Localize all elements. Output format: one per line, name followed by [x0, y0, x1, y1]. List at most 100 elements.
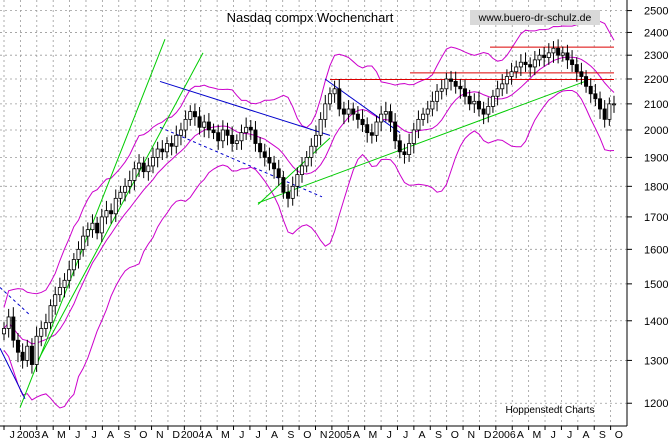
lower-band [3, 89, 615, 409]
candle-body [104, 210, 109, 218]
candle-body [230, 134, 235, 144]
candle-body [430, 100, 435, 110]
candle-body [351, 108, 356, 115]
x-tick-label: A [583, 429, 590, 441]
candle-body [546, 52, 551, 58]
candle-body [99, 216, 104, 234]
candle-body [90, 222, 95, 231]
candle-body [411, 129, 416, 144]
x-tick-label: N [156, 429, 164, 441]
candle-body [584, 76, 589, 87]
candle-body [598, 98, 603, 110]
candle-body [216, 132, 221, 142]
candle-body [439, 88, 444, 92]
y-tick-label: 1900 [644, 152, 668, 164]
candle-body [318, 118, 323, 136]
candle-body [95, 222, 100, 234]
candle-body [85, 229, 90, 237]
candle-body [476, 100, 481, 110]
candle-body [225, 129, 230, 136]
candle-body [48, 305, 53, 324]
candle-body [137, 162, 142, 170]
candle-body [346, 108, 351, 115]
candle-body [495, 88, 500, 97]
trend-line-green [257, 137, 331, 205]
x-tick-label: J [551, 429, 556, 441]
x-tick-label: O [615, 429, 623, 441]
x-tick-label: J [239, 429, 244, 441]
candle-body [416, 118, 421, 131]
candle-body [6, 316, 11, 329]
x-tick-label: D [484, 429, 492, 441]
candle-body [57, 287, 62, 296]
candle-body [514, 66, 519, 73]
candle-body [309, 145, 314, 158]
candle-body [579, 71, 584, 77]
x-tick-label: O [451, 429, 459, 441]
candle-body [220, 129, 225, 142]
candle-body [109, 210, 114, 215]
candle-body [481, 108, 486, 115]
x-tick-label: J [387, 429, 392, 441]
candle-body [528, 64, 533, 68]
candle-body [11, 316, 16, 341]
x-tick-label: J [10, 429, 15, 441]
candle-body [472, 100, 477, 105]
x-tick-label: A [205, 429, 212, 441]
y-tick-label: 2500 [644, 6, 668, 18]
candle-body [337, 88, 342, 110]
candle-body [593, 93, 598, 100]
x-tick-label: A [41, 429, 48, 441]
x-tick-label: J [567, 429, 572, 441]
x-tick-label: M [532, 429, 541, 441]
x-tick-label: 2005 [328, 429, 352, 441]
candle-body [258, 143, 263, 153]
candle-body [388, 111, 393, 123]
candle-body [607, 103, 612, 120]
candle-body [81, 235, 86, 250]
candle-body [239, 132, 244, 142]
candle-body [588, 85, 593, 95]
candle-body [188, 111, 193, 120]
x-tick-label: 2003 [17, 429, 41, 441]
candle-body [211, 129, 216, 134]
candle-body [192, 111, 197, 118]
x-tick-label: S [287, 429, 294, 441]
candle-body [295, 174, 300, 187]
candle-body [234, 140, 239, 144]
candle-body [360, 118, 365, 126]
candle-body [62, 279, 67, 288]
source-label: Hoppenstedt Charts [506, 405, 595, 416]
candle-body [300, 165, 305, 175]
candle-body [462, 88, 467, 97]
candle-body [202, 121, 207, 128]
candle-body [327, 93, 332, 105]
candle-body [453, 81, 458, 87]
trend-line-green [37, 52, 204, 361]
candle-body [574, 64, 579, 73]
candle-body [29, 345, 34, 365]
candle-body [500, 83, 505, 90]
x-tick-label: A [517, 429, 524, 441]
candle-body [449, 78, 454, 82]
candle-body [365, 124, 370, 134]
candle-body [490, 95, 495, 107]
candle-body [174, 134, 179, 147]
candle-body [276, 168, 281, 178]
x-tick-label: M [369, 429, 378, 441]
trend-line-blue [0, 287, 31, 316]
y-tick-label: 2300 [644, 50, 668, 62]
candle-body [374, 121, 379, 136]
candle-body [169, 143, 174, 147]
candle-body [71, 259, 76, 271]
watermark: www.buero-dr-schulz.de [478, 12, 592, 24]
x-tick-label: A [271, 429, 278, 441]
y-axis: 2500 2400 2300 2200 2100 2000 1900 1800 1700 1600… [627, 6, 668, 410]
candle-body [76, 248, 81, 260]
candle-body [25, 345, 30, 361]
x-tick-label: J [75, 429, 80, 441]
trend-line-blue [159, 80, 331, 136]
candle-body [313, 134, 318, 147]
candle-body [67, 269, 72, 281]
x-tick-label: A [353, 429, 360, 441]
